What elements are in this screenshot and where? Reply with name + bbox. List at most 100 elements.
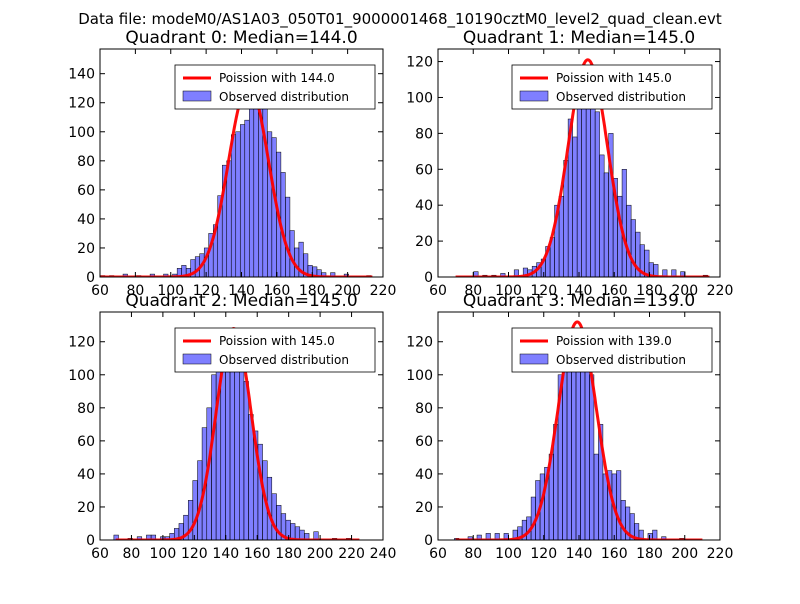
quadrant-0-xtick-label: 80 [126,283,144,299]
quadrant-1-ytick-label: 0 [424,270,433,286]
figure-suptitle: Data file: modeM0/AS1A03_050T01_90000014… [78,10,722,29]
quadrant-0-bar [285,196,291,277]
quadrant-2-bar [211,374,217,540]
quadrant-0-ytick-label: 100 [68,125,95,141]
quadrant-2-bar [243,381,249,540]
quadrant-0-bar [235,131,241,277]
quadrant-2-ytick-label: 80 [77,401,95,417]
quadrant-1-xtick-label: 80 [464,283,482,299]
quadrant-1-title: Quadrant 1: Median=145.0 [463,28,695,48]
quadrant-3-ytick-label: 0 [424,533,433,549]
quadrant-1-bar [585,84,591,277]
quadrant-0-bar [249,80,255,277]
quadrant-3-xtick-label: 140 [566,546,593,562]
quadrant-3-bar [566,361,572,540]
quadrant-0-ytick-label: 0 [86,270,95,286]
quadrant-1-ytick-label: 80 [415,126,433,142]
quadrant-0-bar [226,160,232,277]
quadrant-0-legend-bar-label: Observed distribution [219,90,349,104]
quadrant-2-panel: 60 80 100 120 140 160 180 200 220 240020406080100… [68,291,396,562]
quadrant-2-bar [192,480,198,540]
quadrant-2-bar [294,526,301,540]
quadrant-2-legend-bar-label: Observed distribution [219,353,349,367]
quadrant-2-legend-fit-label: Poission with 145.0 [219,334,335,348]
quadrant-1-legend-box [511,64,713,110]
quadrant-2-legend-box [174,327,376,373]
quadrant-3-ytick-label: 120 [406,335,433,351]
quadrant-1-bar [558,195,564,277]
quadrant-1-ytick-label: 120 [406,55,433,71]
quadrant-1-bar [594,111,600,277]
quadrant-2-xtick-label: 140 [212,546,239,562]
quadrant-0-ytick-label: 60 [77,183,95,199]
quadrant-2-xtick-label: 180 [275,546,302,562]
quadrant-2-ytick-label: 120 [68,335,95,351]
quadrant-2-legend-bar-swatch [182,353,212,365]
quadrant-2-bar [271,493,277,540]
quadrant-1-bar [662,269,668,277]
quadrant-2-axes-frame [99,311,384,541]
quadrant-3-xtick-label: 180 [636,546,663,562]
quadrant-3-bar [589,374,595,540]
quadrant-0-ytick-label: 140 [68,67,95,83]
quadrant-1-bar [603,172,609,277]
quadrant-3-bar [620,500,626,540]
quadrant-3-xtick-label: 200 [671,546,698,562]
quadrant-2-bar [313,531,319,540]
quadrant-0-legend-fit-label: Poission with 144.0 [219,71,335,85]
quadrant-2-bar [239,358,245,540]
quadrant-0-xtick-label: 60 [91,283,109,299]
panels-group: 60 80 100 120 140 160 180 200 220020406080100120… [68,28,733,562]
quadrant-2-bar [225,344,231,540]
quadrant-2-ytick-label: 60 [77,434,95,450]
quadrant-3-ytick-label: 60 [415,434,433,450]
quadrant-0-xtick-label: 220 [370,283,397,299]
quadrant-0-plot-content [100,70,373,277]
quadrant-1-bar [621,169,627,277]
quadrant-1-xtick-label: 140 [566,283,593,299]
quadrant-2-xtick-label: 60 [91,546,109,562]
quadrant-1-xtick-label: 200 [671,283,698,299]
quadrant-0-ytick-label: 120 [68,96,95,112]
quadrant-1-ytick-label: 20 [415,234,433,250]
quadrant-1-bar [626,204,632,277]
quadrant-3-xtick-label: 120 [530,546,557,562]
quadrant-0-bar [244,119,250,277]
quadrant-1-xtick-label: 180 [636,283,663,299]
quadrant-3-xtick-label: 220 [707,546,734,562]
quadrant-1-bar [630,219,636,277]
quadrant-3-legend-fit-label: Poission with 139.0 [556,334,672,348]
quadrant-3-legend-bar-label: Observed distribution [556,353,686,367]
quadrant-3-bar [593,453,599,540]
quadrant-1-bar [513,269,519,277]
quadrant-3-title: Quadrant 3: Median=139.0 [463,291,695,311]
quadrant-1-panel: 60 80 100 120 140 160 180 200 220 0 20 40 60 80 100 120… [406,28,733,299]
quadrant-3-ytick-label: 40 [415,467,433,483]
quadrant-2-xtick-label: 200 [307,546,334,562]
quadrant-0-xtick-label: 120 [193,283,220,299]
quadrant-3-ytick-label: 80 [415,401,433,417]
quadrant-3-ytick-label: 100 [406,368,433,384]
quadrant-1-bar [572,136,578,277]
quadrant-1-bar [500,273,506,277]
quadrant-3-bar [602,473,608,540]
quadrant-2-title: Quadrant 2: Median=145.0 [125,291,357,311]
quadrant-2-ytick-label: 0 [86,533,95,549]
quadrant-1-xtick-label: 120 [530,283,557,299]
quadrant-0-ytick-label: 40 [77,212,95,228]
quadrant-3-xtick-label: 100 [495,546,522,562]
quadrant-0-legend-bar-swatch [182,90,212,102]
quadrant-2-ytick-label: 100 [68,368,95,384]
quadrant-3-xtick-label: 160 [601,546,628,562]
quadrant-1-bar [653,264,659,277]
quadrant-2-bar [136,536,143,540]
quadrant-2-ytick-label: 20 [77,500,95,516]
quadrant-3-bar [638,529,644,540]
quadrant-2-xtick-label: 240 [370,546,397,562]
quadrant-2-xtick-label: 100 [150,546,177,562]
quadrant-3-legend-box [511,327,713,373]
quadrant-2-xtick-label: 220 [338,546,365,562]
quadrant-0-bar [231,134,237,277]
